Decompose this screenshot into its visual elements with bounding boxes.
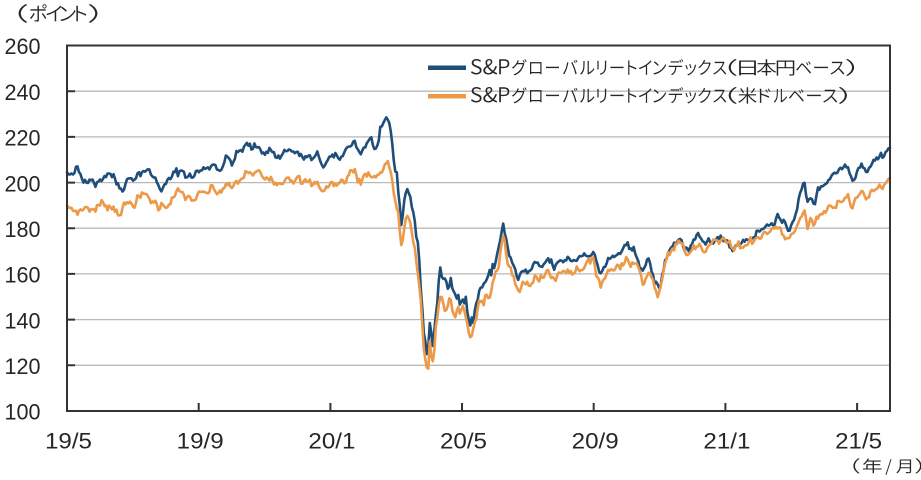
svg-text:20/9: 20/9 bbox=[572, 429, 619, 454]
svg-text:120: 120 bbox=[5, 354, 41, 379]
svg-text:100: 100 bbox=[5, 400, 41, 425]
svg-text:19/5: 19/5 bbox=[45, 429, 92, 454]
svg-text:21/5: 21/5 bbox=[835, 429, 882, 454]
svg-text:160: 160 bbox=[5, 263, 41, 288]
svg-text:200: 200 bbox=[5, 171, 41, 196]
svg-text:240: 240 bbox=[5, 80, 41, 105]
svg-text:260: 260 bbox=[5, 34, 41, 59]
svg-text:21/1: 21/1 bbox=[703, 429, 750, 454]
svg-text:180: 180 bbox=[5, 217, 41, 242]
svg-text:220: 220 bbox=[5, 126, 41, 151]
svg-text:20/5: 20/5 bbox=[440, 429, 487, 454]
svg-text:140: 140 bbox=[5, 308, 41, 333]
svg-text:19/9: 19/9 bbox=[177, 429, 224, 454]
svg-text:20/1: 20/1 bbox=[308, 429, 355, 454]
